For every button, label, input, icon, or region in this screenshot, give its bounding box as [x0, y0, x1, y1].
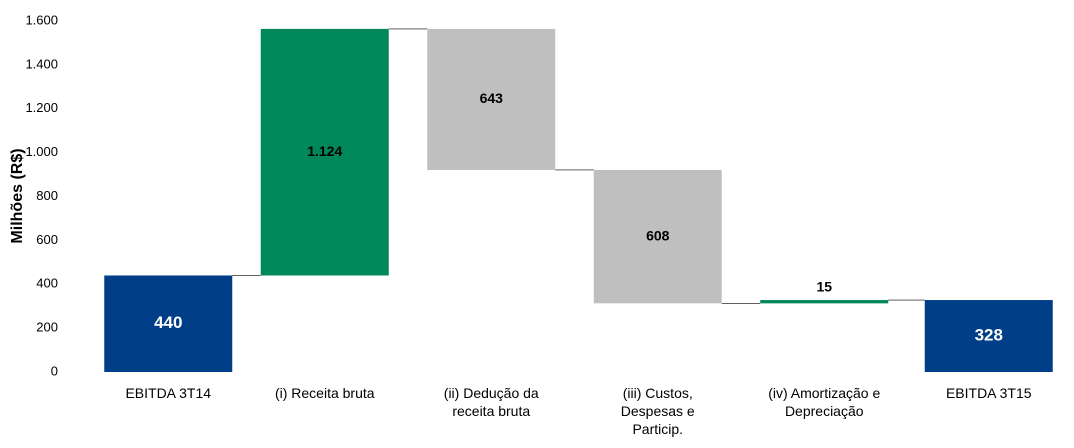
value-label: 643	[480, 90, 504, 106]
y-tick-label: 400	[36, 276, 58, 291]
y-tick-label: 1.000	[25, 144, 58, 159]
y-tick-label: 1.200	[25, 100, 58, 115]
value-label: 328	[975, 326, 1003, 345]
y-tick-label: 1.600	[25, 12, 58, 27]
x-tick-label: (ii) Dedução da receita bruta	[443, 385, 539, 419]
bar	[760, 300, 889, 304]
y-tick-label: 0	[51, 363, 58, 378]
value-label: 1.124	[307, 143, 342, 159]
value-label: 440	[154, 313, 182, 332]
bar	[593, 169, 722, 304]
bar	[427, 28, 556, 170]
value-label: 608	[646, 227, 670, 243]
x-tick-label: EBITDA 3T15	[945, 385, 1032, 401]
bar	[104, 275, 233, 372]
x-tick-label: (iv) Amortização e Depreciação	[768, 385, 881, 419]
x-tick-label: (iii) Custos, Despesas e Particip.	[620, 385, 695, 437]
y-tick-label: 1.400	[25, 56, 58, 71]
y-axis-label: Milhões (R$)	[9, 148, 26, 243]
bar	[260, 28, 389, 276]
y-tick-label: 800	[36, 188, 58, 203]
y-tick-label: 200	[36, 320, 58, 335]
x-tick-label: (i) Receita bruta	[274, 385, 375, 401]
x-tick-label: EBITDA 3T14	[125, 385, 212, 401]
value-label: 15	[816, 279, 832, 295]
y-tick-label: 600	[36, 232, 58, 247]
bar	[924, 300, 1053, 372]
